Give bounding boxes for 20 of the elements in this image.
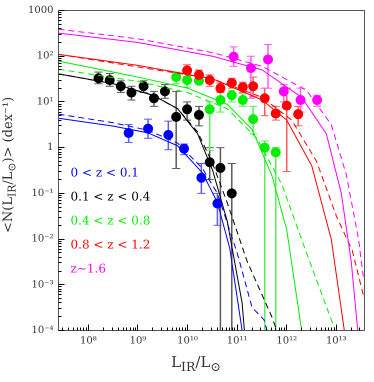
text: z~1.6: [70, 262, 106, 276]
x-tick-label: 10¹¹: [226, 336, 248, 346]
y-tick-label: 10⁻¹: [31, 188, 54, 199]
y-tick-label: 10²: [36, 50, 54, 62]
y-tick-label: 10⁻²: [31, 234, 54, 245]
x-tick-label: 10¹⁰: [177, 336, 198, 346]
x-axis-title: L$_{IR}$/L$_{⊙}$: [171, 352, 221, 376]
y-tick-label: 10⁻³: [31, 279, 54, 290]
y-tick-label: 1000: [28, 5, 54, 16]
text: 0.1 < z < 0.4: [70, 190, 151, 204]
x-tick-label: 10¹²: [276, 336, 298, 346]
x-tick-label: 10¹³: [326, 336, 347, 346]
text: 0 < z < 0.1: [70, 166, 139, 180]
y-tick-label: 10⁻⁴: [31, 325, 54, 336]
text: 0.4 < z < 0.8: [70, 214, 150, 228]
x-tick-label: 10⁸: [80, 336, 97, 346]
text: 0.8 < z < 1.2: [70, 238, 150, 252]
y-tick-label: 1: [47, 142, 54, 154]
x-tick-label: 10⁹: [130, 336, 146, 346]
y-tick-label: 10¹: [36, 96, 54, 108]
